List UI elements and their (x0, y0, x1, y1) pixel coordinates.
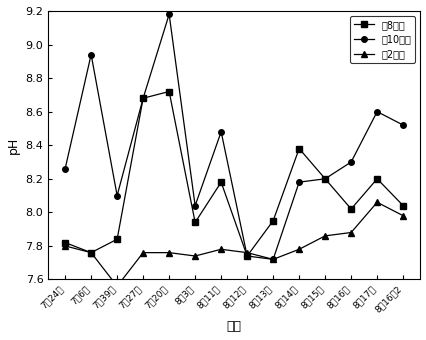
列8号塘 (218, 180, 223, 184)
列10号塘 (114, 193, 119, 198)
列8号塘 (166, 89, 171, 94)
南2号塘 (270, 257, 275, 261)
列10号塘 (296, 180, 301, 184)
列10号塘 (374, 109, 379, 114)
列8号塘 (244, 254, 249, 258)
列10号塘 (400, 123, 405, 127)
列8号塘 (63, 240, 68, 244)
列8号塘 (322, 177, 327, 181)
南2号塘 (192, 254, 197, 258)
列8号塘 (192, 220, 197, 224)
南2号塘 (166, 251, 171, 255)
南2号塘 (400, 214, 405, 218)
南2号塘 (296, 247, 301, 251)
列8号塘 (114, 237, 119, 241)
列8号塘 (296, 147, 301, 151)
南2号塘 (218, 247, 223, 251)
列10号塘 (218, 130, 223, 134)
列10号塘 (270, 257, 275, 261)
Line: 南2号塘: 南2号塘 (62, 200, 405, 289)
列10号塘 (244, 254, 249, 258)
X-axis label: 日期: 日期 (226, 320, 241, 333)
南2号塘 (140, 251, 145, 255)
列8号塘 (140, 96, 145, 100)
列8号塘 (348, 207, 353, 211)
南2号塘 (244, 251, 249, 255)
南2号塘 (348, 231, 353, 235)
列10号塘 (63, 167, 68, 171)
列10号塘 (322, 177, 327, 181)
列10号塘 (348, 160, 353, 164)
列10号塘 (88, 53, 93, 57)
列10号塘 (166, 12, 171, 16)
列8号塘 (374, 177, 379, 181)
列8号塘 (400, 204, 405, 208)
南2号塘 (114, 284, 119, 288)
列8号塘 (88, 251, 93, 255)
Y-axis label: pH: pH (7, 137, 20, 154)
列10号塘 (192, 204, 197, 208)
Line: 列10号塘: 列10号塘 (62, 12, 405, 262)
南2号塘 (374, 200, 379, 204)
Line: 列8号塘: 列8号塘 (62, 89, 405, 259)
列8号塘 (270, 219, 275, 223)
南2号塘 (63, 244, 68, 248)
南2号塘 (322, 234, 327, 238)
Legend: 列8号塘, 列10号塘, 南2号塘: 列8号塘, 列10号塘, 南2号塘 (349, 16, 414, 63)
南2号塘 (88, 251, 93, 255)
列10号塘 (140, 96, 145, 100)
